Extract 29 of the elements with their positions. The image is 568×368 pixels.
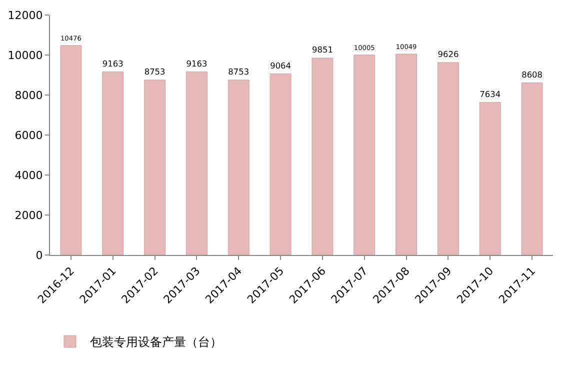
bar [437,62,459,255]
bar [228,80,250,255]
bar [312,58,334,255]
data-label: 9163 [102,58,124,68]
data-label: 8753 [228,66,250,77]
y-tick-label: 6000 [14,128,43,142]
data-label: 9064 [270,60,291,70]
bar [270,73,292,255]
data-label: 9851 [312,44,333,55]
data-label: 8608 [522,70,542,80]
bar [521,82,543,255]
y-tick-label: 4000 [14,168,43,182]
y-tick-label: 8000 [14,88,43,102]
data-label: 8753 [144,66,166,77]
data-label: 9163 [186,58,208,68]
bar [396,54,418,255]
data-label: 7634 [480,89,501,100]
data-label: 9626 [438,49,459,60]
bar [186,71,208,255]
y-tick-label: 2000 [14,208,43,222]
bar [60,45,82,255]
bar [102,71,124,255]
bar [144,80,166,255]
y-tick-label: 12000 [8,8,43,22]
bar [354,54,376,255]
y-tick-label: 10000 [8,48,43,62]
bar [479,102,501,255]
legend-label: 包装专用设备产量（台） [90,335,222,350]
y-tick-label: 0 [36,248,43,262]
